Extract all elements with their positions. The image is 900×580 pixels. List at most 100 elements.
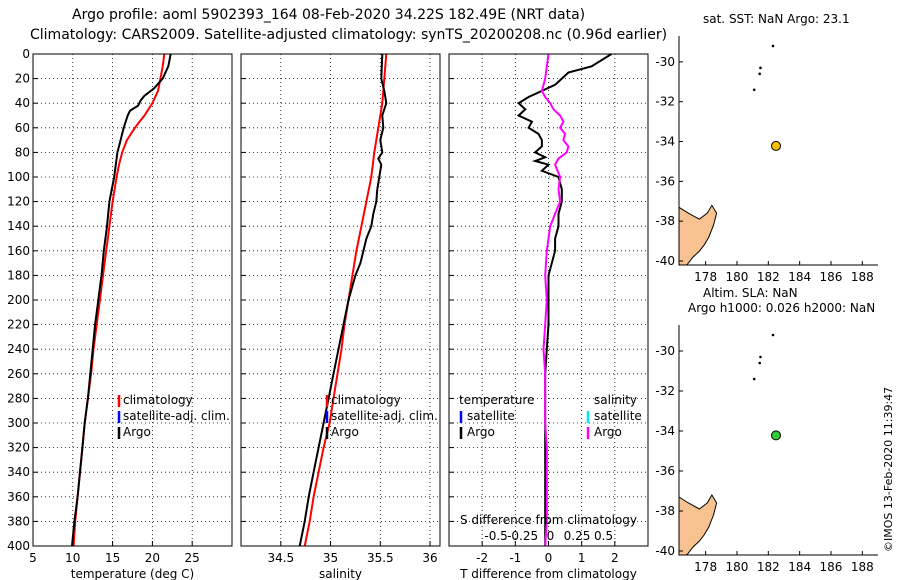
island-dot — [759, 355, 762, 359]
x-tick-label: 1 — [578, 551, 586, 565]
x-tick-label: 188 — [851, 560, 874, 574]
x-tick-label: 186 — [820, 560, 843, 574]
plot-frame — [240, 53, 441, 547]
series-line-argo — [298, 53, 388, 547]
x-tick-label: 178 — [694, 560, 717, 574]
y-tick-label: 80 — [15, 145, 30, 159]
header-line-2: Climatology: CARS2009. Satellite-adjuste… — [30, 27, 667, 43]
island-dot — [758, 361, 761, 365]
y-tick-label: 0 — [22, 47, 30, 61]
legend-label: Argo — [594, 425, 622, 439]
x-tick-label: 184 — [788, 270, 811, 284]
top-x-tick-label: -0.5 — [484, 529, 507, 543]
x-tick-label: 36 — [422, 551, 437, 565]
legend-label: Argo — [467, 425, 495, 439]
legend-label: Argo — [331, 425, 359, 439]
x-tick-label: 182 — [757, 270, 780, 284]
x-tick-label: 20 — [145, 551, 160, 565]
argo-float-marker — [770, 430, 781, 441]
argo-float-marker — [770, 140, 781, 151]
y-tick-label: 20 — [15, 72, 30, 86]
y-tick-label: 340 — [7, 465, 30, 479]
top-x-tick-label: -0.25 — [507, 529, 538, 543]
y-tick-label: 140 — [7, 219, 30, 233]
legend-header-temperature: temperature — [459, 393, 534, 407]
x-tick-label: 10 — [65, 551, 80, 565]
y-tick-label: -32 — [655, 95, 675, 109]
map-title: sat. SST: NaN Argo: 23.1 — [703, 12, 850, 26]
y-tick-label: 260 — [7, 367, 30, 381]
legend-label: Argo — [123, 425, 151, 439]
y-tick-label: 200 — [7, 293, 30, 307]
y-tick-label: 100 — [7, 170, 30, 184]
y-tick-label: -34 — [655, 135, 675, 149]
legend-label: climatology — [331, 393, 401, 407]
legend-label: climatology — [123, 393, 193, 407]
island-dot — [771, 44, 775, 48]
x-tick-label: 178 — [694, 270, 717, 284]
x-tick-label: 2 — [611, 551, 619, 565]
y-tick-label: 300 — [7, 416, 30, 430]
sla-map-panel: 178 180 182 184 186 188 -30 -32 -34 -36 -38 -40 Alti… — [655, 286, 878, 574]
y-tick-label: -38 — [655, 504, 675, 518]
island-dot — [759, 66, 762, 70]
y-tick-label: 120 — [7, 195, 30, 209]
y-tick-label: 180 — [7, 268, 30, 282]
sst-map-panel: 178 180 182 184 186 188 -30 -32 -34 -36 -38 -40 sat.… — [655, 12, 878, 284]
island-dot — [752, 377, 756, 381]
top-x-tick-label: 0.25 — [564, 529, 591, 543]
x-axis-label: T difference from climatology — [459, 567, 637, 580]
x-tick-label: 15 — [105, 551, 120, 565]
legend-label: satellite-adj. clim. — [123, 409, 230, 423]
y-tick-label: -32 — [655, 384, 675, 398]
x-tick-label: -2 — [476, 551, 488, 565]
y-tick-label: 240 — [7, 342, 30, 356]
top-x-tick-label: 0.5 — [594, 529, 613, 543]
island-dot — [758, 72, 761, 76]
map-title: Altim. SLA: NaN — [703, 286, 798, 300]
top-x-tick-label: 0 — [547, 529, 555, 543]
y-tick-label: -40 — [655, 254, 675, 268]
legend-header-salinity: salinity — [594, 393, 637, 407]
y-tick-label: 60 — [15, 121, 30, 135]
x-tick-label: 35 — [323, 551, 338, 565]
map-subtitle: Argo h1000: 0.026 h2000: NaN — [688, 301, 875, 315]
land-new-zealand — [678, 494, 718, 556]
x-tick-label: 5 — [29, 551, 37, 565]
legend-label: satellite — [467, 409, 515, 423]
y-tick-label: -34 — [655, 424, 675, 438]
land-new-zealand — [678, 204, 718, 266]
legend-label: satellite — [594, 409, 642, 423]
y-tick-label: 40 — [15, 96, 30, 110]
y-tick-label: 400 — [7, 539, 30, 553]
y-tick-label: 360 — [7, 490, 30, 504]
x-tick-label: 0 — [545, 551, 553, 565]
x-tick-label: 182 — [757, 560, 780, 574]
x-tick-label: -1 — [509, 551, 521, 565]
y-tick-label: 220 — [7, 318, 30, 332]
y-tick-label: 280 — [7, 391, 30, 405]
x-tick-label: 25 — [185, 551, 200, 565]
y-tick-label: 320 — [7, 441, 30, 455]
imos-credit: ©IMOS 13-Feb-2020 11:39:47 — [882, 387, 895, 552]
x-axis-label: temperature (deg C) — [71, 567, 194, 580]
series-line-argo — [71, 53, 172, 547]
island-dot — [771, 333, 775, 337]
y-tick-label: -38 — [655, 214, 675, 228]
x-tick-label: 184 — [788, 560, 811, 574]
legend-label: satellite-adj. clim. — [331, 409, 438, 423]
y-tick-label: -30 — [655, 344, 675, 358]
x-axis-label: salinity — [319, 567, 362, 580]
island-dot — [752, 88, 756, 92]
difference-panel: -2 -1 0 1 2 T difference from climatology -0.5… — [448, 53, 649, 580]
x-tick-label: 180 — [726, 560, 749, 574]
top-x-axis-label: S difference from climatology — [460, 513, 637, 527]
y-tick-label: 160 — [7, 244, 30, 258]
plot-frame — [32, 53, 233, 547]
series-line-s-difference-argo- — [540, 53, 570, 547]
y-tick-label: -40 — [655, 544, 675, 558]
y-tick-label: -36 — [655, 174, 675, 188]
y-tick-label: 380 — [7, 514, 30, 528]
x-tick-label: 180 — [726, 270, 749, 284]
